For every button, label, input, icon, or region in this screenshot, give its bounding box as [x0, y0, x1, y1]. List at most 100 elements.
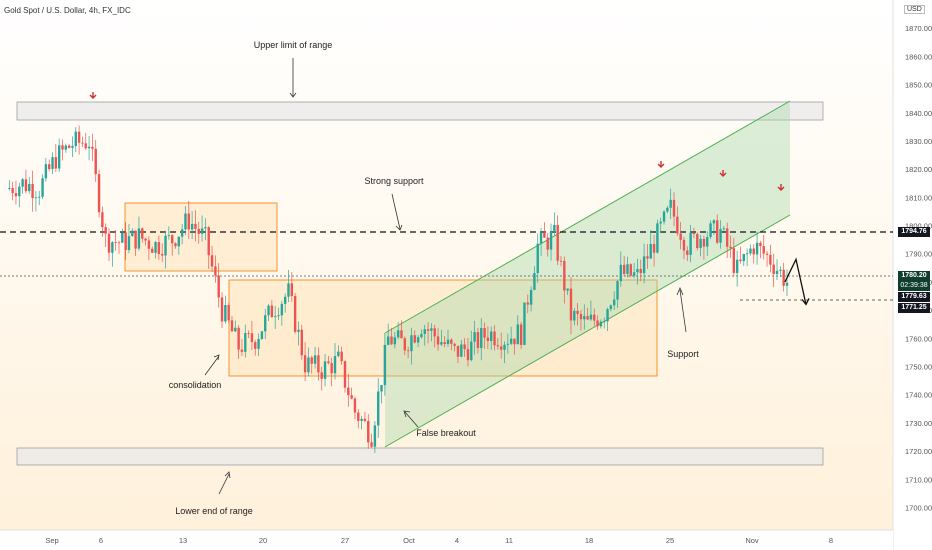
candle-body [327, 361, 330, 364]
candle-body [755, 242, 759, 255]
candle-body [749, 248, 752, 254]
candle-body [513, 338, 516, 345]
candle-body [333, 356, 337, 374]
price-tag-current: 1780.20 [898, 271, 930, 281]
candle-body [273, 316, 277, 318]
candle-body [549, 231, 553, 250]
candle-body [323, 361, 327, 379]
candle-body [656, 223, 659, 253]
candle-body [506, 343, 510, 345]
candle-body [34, 197, 38, 199]
candle-body [177, 236, 181, 247]
candle-body [603, 321, 606, 323]
candle-body [307, 357, 310, 373]
candle-body [127, 236, 131, 251]
candle-body [672, 199, 676, 217]
top-marker-2 [657, 161, 665, 168]
time-axis-panel [0, 530, 893, 550]
candle-body [473, 332, 476, 342]
candle-body [612, 299, 616, 306]
candle-body [556, 224, 559, 261]
time-tick-label: Sep [45, 536, 58, 545]
candle-body [529, 289, 533, 305]
upper-limit-arrow [289, 58, 297, 98]
candle-body [87, 146, 91, 149]
candle-body [320, 372, 323, 379]
candle-body [74, 131, 77, 147]
channel-lower-line [384, 214, 791, 448]
time-tick-label: 20 [259, 536, 267, 545]
candle-body [267, 305, 270, 316]
time-tick-label: Oct [403, 536, 416, 545]
time-tick-label: 18 [585, 536, 593, 545]
top-marker-1 [89, 92, 97, 99]
candle-body [64, 145, 68, 150]
candle-body [204, 227, 207, 229]
candle-body [706, 237, 709, 247]
price-tick-label: 1740.00 [905, 391, 932, 400]
time-tick-label: 11 [505, 536, 513, 545]
candle-body [237, 327, 240, 350]
candle-body [230, 320, 234, 332]
candle-body [403, 338, 407, 351]
consolidation-box-2 [228, 279, 658, 377]
projection-arrowhead [801, 298, 810, 306]
candle-body [207, 227, 210, 256]
candle-body [622, 264, 626, 274]
candle-body [84, 143, 87, 149]
candle-body [121, 232, 124, 243]
candle-body [370, 442, 373, 447]
candle-body [443, 342, 446, 345]
price-tick-label: 1820.00 [905, 165, 932, 174]
candle-body [131, 230, 134, 237]
candle-body [393, 337, 397, 345]
candle-body [347, 387, 350, 396]
candle-body [453, 343, 456, 346]
price-tick-label: 1810.00 [905, 193, 932, 202]
candle-body [343, 361, 347, 388]
candle-body [735, 259, 739, 273]
candle-body [626, 264, 629, 274]
candle-body [490, 331, 493, 342]
candle-body [240, 349, 244, 352]
candle-body [689, 232, 692, 255]
strong-support-arrow [391, 193, 403, 231]
candle-body [686, 250, 689, 255]
candle-body [380, 385, 383, 392]
time-tick-label: 4 [455, 536, 459, 545]
candle-body [742, 254, 745, 262]
time-tick-label: Nov [745, 536, 759, 545]
candle-body [433, 328, 436, 337]
candle-body [559, 260, 563, 262]
currency-label[interactable]: USD [904, 5, 925, 14]
time-tick-label: 13 [179, 536, 187, 545]
candle-body [151, 248, 154, 253]
rising-channel-fill [385, 101, 790, 447]
candle-body [38, 196, 41, 198]
price-tag-low-b: 1771.25 [898, 303, 930, 313]
candle-body [593, 314, 596, 321]
candle-body [390, 336, 393, 345]
candle-body [337, 351, 340, 357]
top-markers [89, 92, 785, 191]
candle-body [297, 329, 300, 332]
candle-body [330, 363, 333, 374]
candle-body [51, 157, 54, 170]
candle-body [712, 220, 716, 224]
candle-body [373, 425, 377, 447]
candle-body [170, 235, 174, 244]
candle-body [729, 246, 732, 249]
candle-body [436, 336, 440, 345]
candle-body [57, 145, 61, 169]
candle-body [107, 233, 111, 253]
candle-body [716, 220, 719, 243]
candle-body [184, 213, 187, 230]
candle-body [144, 238, 147, 241]
candle-body [566, 288, 569, 291]
candle-body [287, 283, 290, 297]
candle-body [101, 212, 104, 228]
candle-body [350, 395, 353, 399]
candle-body [264, 315, 267, 332]
candle-body [24, 179, 28, 192]
